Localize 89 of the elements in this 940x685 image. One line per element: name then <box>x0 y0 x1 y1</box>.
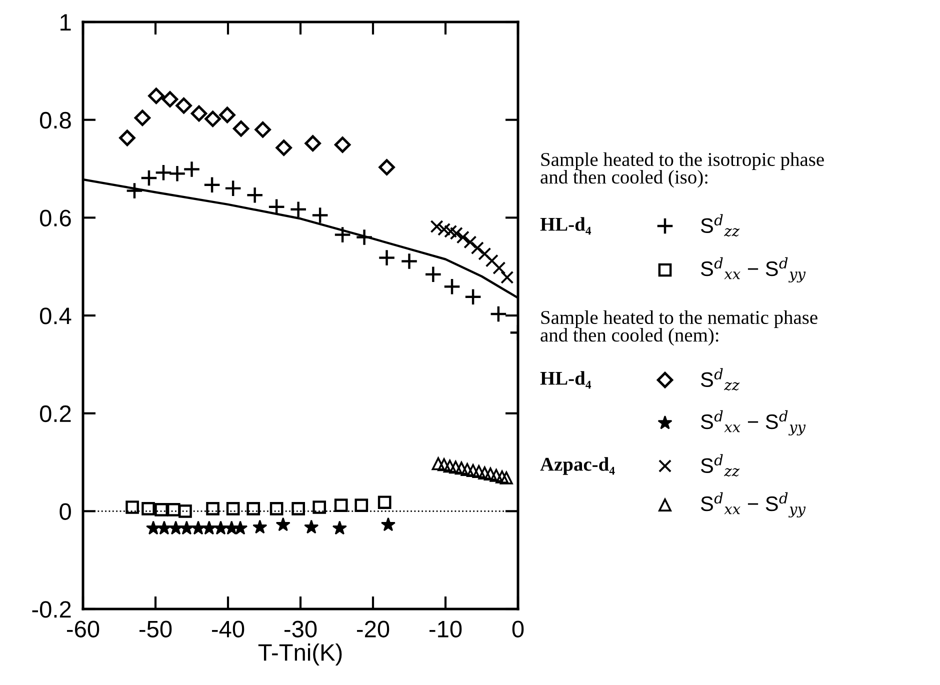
point <box>206 502 220 516</box>
point <box>356 228 374 246</box>
point <box>232 120 250 137</box>
point <box>154 164 172 182</box>
point <box>378 159 395 176</box>
legend-label: S$^{d}$$_{zz}$ <box>700 454 740 476</box>
point <box>500 471 513 484</box>
point <box>156 520 172 535</box>
point <box>334 498 348 512</box>
y-tick-label: -0.2 <box>32 601 71 618</box>
point <box>176 98 192 114</box>
point <box>254 121 271 138</box>
point <box>292 502 305 516</box>
point <box>312 500 326 514</box>
point <box>290 200 308 218</box>
point <box>304 135 321 152</box>
point <box>213 520 228 535</box>
x-tick-label: -50 <box>139 620 172 638</box>
x-tick-label: 0 <box>512 620 524 638</box>
point <box>430 220 444 234</box>
point <box>500 270 514 284</box>
text: HL-d₄ <box>540 371 592 389</box>
x-tick-label: -30 <box>284 620 317 638</box>
point <box>202 520 216 535</box>
y-tick-label: 0.2 <box>40 405 71 422</box>
point <box>490 305 508 323</box>
point <box>179 520 194 535</box>
point <box>154 503 168 516</box>
point <box>204 110 221 127</box>
point <box>334 226 352 244</box>
point <box>378 496 392 510</box>
x-tick-label: -40 <box>212 620 244 638</box>
point <box>334 136 351 153</box>
legend-label: S$^{d}$$_{zz}$ <box>700 368 740 390</box>
point <box>246 502 260 516</box>
point <box>162 91 178 108</box>
point <box>140 169 158 187</box>
point <box>443 278 461 296</box>
point <box>224 180 242 198</box>
point <box>183 160 200 178</box>
point <box>134 110 151 126</box>
x-axis-title: T-Tni(K) <box>258 644 342 666</box>
point <box>148 88 164 104</box>
legend-label: S$^{d}$$_{xx}$ − S$^{d}$$_{yy}$ <box>700 410 806 436</box>
point <box>432 457 445 470</box>
x-tick-label: -60 <box>66 620 100 638</box>
x-tick-label: -20 <box>356 620 390 638</box>
point <box>246 186 264 204</box>
point <box>424 266 442 284</box>
point <box>400 252 418 270</box>
legend-label: S$^{d}$$_{zz}$ <box>700 214 740 236</box>
legend-label: S$^{d}$$_{xx}$ − S$^{d}$$_{yy}$ <box>700 492 806 518</box>
point <box>304 520 319 534</box>
y-tick-label: 0.6 <box>40 210 71 226</box>
point <box>166 503 180 516</box>
x-tick-label: -10 <box>429 620 462 638</box>
point <box>190 520 206 535</box>
point <box>276 517 290 532</box>
point <box>142 502 155 516</box>
point <box>219 106 236 124</box>
point <box>378 249 396 267</box>
point <box>354 498 368 512</box>
text: HL-d₄ <box>540 217 592 235</box>
y-tick-label: 0.8 <box>40 112 71 129</box>
point <box>226 502 240 516</box>
y-tick-label: 0 <box>60 503 71 520</box>
y-tick-label: 1 <box>60 14 71 31</box>
point <box>190 105 208 122</box>
point <box>380 517 396 532</box>
point <box>126 182 144 200</box>
point <box>119 130 136 146</box>
point <box>203 176 221 194</box>
text: Sample heated to the nematic phase and then cooled (nem): <box>540 310 818 346</box>
point <box>168 520 184 535</box>
point <box>146 520 161 535</box>
point <box>456 230 470 244</box>
point <box>126 500 139 514</box>
point <box>276 140 292 156</box>
point <box>270 502 284 516</box>
point <box>178 504 192 518</box>
text: Sample heated to the isotropic phase and then cooled (iso): <box>540 152 824 188</box>
text: Azpac-d₄ <box>540 457 615 475</box>
point <box>168 164 186 182</box>
point <box>311 206 329 224</box>
point <box>464 288 482 306</box>
y-tick-label: 0.4 <box>40 308 72 324</box>
legend-label: S$^{d}$$_{xx}$ − S$^{d}$$_{yy}$ <box>700 257 806 282</box>
point <box>252 520 268 534</box>
point <box>332 520 347 535</box>
